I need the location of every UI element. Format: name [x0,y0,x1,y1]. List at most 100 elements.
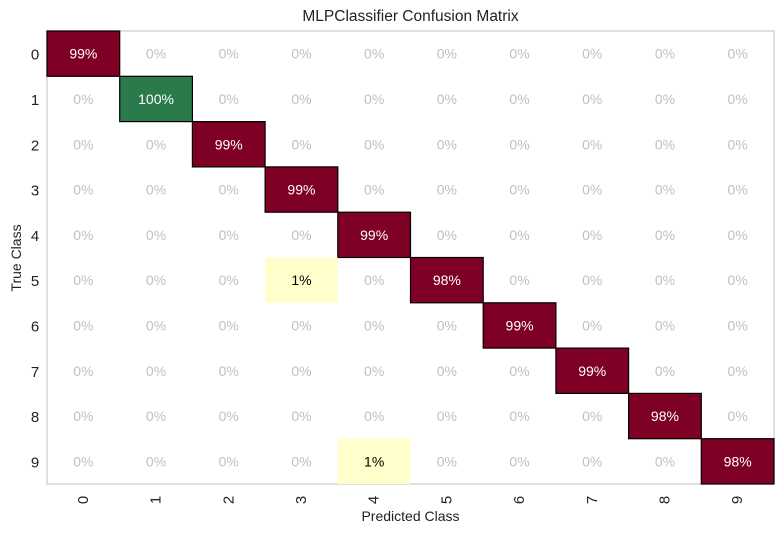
cell-value-label: 0% [146,136,166,152]
cell-value-label: 0% [291,91,311,107]
matrix-cell [555,347,630,395]
cell-value-label: 0% [73,227,93,243]
cell-value-label: 0% [364,46,384,62]
matrix-cell [482,302,557,349]
cell-value-label: 0% [509,136,529,152]
cell-value-label: 1% [291,272,311,288]
cell-value-label: 0% [219,227,239,243]
x-tick-label: 5 [438,496,455,504]
cell-value-label: 0% [655,136,675,152]
matrix-cell [337,438,411,484]
chart-title: MLPClassifier Confusion Matrix [302,8,519,25]
cell-value-label: 99% [69,46,97,62]
x-tick-label: 1 [148,496,165,504]
cell-value-label: 98% [433,272,461,288]
matrix-cell [265,257,338,303]
cell-value-label: 0% [437,182,457,198]
cell-value-label: 0% [73,363,93,379]
cell-value-label: 0% [291,227,311,243]
matrix-cell [627,392,702,440]
cell-value-label: 0% [655,182,675,198]
cell-value-label: 0% [291,363,311,379]
cell-value-label: 0% [728,363,748,379]
cell-value-label: 0% [728,46,748,62]
cell-value-label: 0% [219,363,239,379]
cell-value-label: 0% [728,136,748,152]
cell-value-label: 0% [582,227,602,243]
cell-value-label: 0% [146,46,166,62]
cell-value-label: 0% [655,363,675,379]
x-tick-label: 2 [220,496,237,504]
cell-value-label: 0% [437,363,457,379]
cell-value-label: 0% [509,227,529,243]
y-tick-label: 2 [31,137,39,154]
x-tick-label: 4 [366,496,383,504]
cell-value-label: 0% [437,408,457,424]
cell-value-label: 0% [582,408,602,424]
cell-value-label: 0% [655,91,675,107]
cell-value-label: 99% [578,363,606,379]
matrix-cell [700,438,775,485]
cell-value-label: 0% [437,453,457,469]
cell-value-label: 0% [73,317,93,333]
cell-value-label: 0% [364,91,384,107]
cell-value-label: 0% [219,46,239,62]
cell-value-label: 98% [651,408,679,424]
cell-value-label: 0% [146,182,166,198]
cell-value-label: 0% [219,317,239,333]
x-tick-label: 7 [584,496,601,504]
x-tick-label: 8 [656,496,673,504]
cell-value-label: 0% [146,317,166,333]
cell-value-label: 0% [73,182,93,198]
cell-value-label: 0% [291,46,311,62]
cell-value-label: 0% [437,46,457,62]
cell-value-label: 0% [655,317,675,333]
cell-value-label: 0% [728,227,748,243]
cell-value-label: 0% [73,408,93,424]
cell-value-label: 0% [364,272,384,288]
cell-value-label: 0% [437,227,457,243]
cell-value-label: 0% [728,272,748,288]
cell-value-label: 0% [437,317,457,333]
y-tick-label: 4 [31,228,39,245]
cell-value-label: 0% [219,91,239,107]
cell-value-label: 99% [215,136,243,152]
cell-value-label: 0% [582,136,602,152]
cell-value-label: 0% [291,317,311,333]
y-tick-label: 9 [31,454,39,471]
matrix-cell [119,75,193,123]
cell-value-label: 0% [73,453,93,469]
cell-value-label: 0% [437,91,457,107]
cell-value-label: 0% [655,227,675,243]
cell-value-label: 0% [582,182,602,198]
cell-value-label: 0% [146,363,166,379]
matrix-cell [409,256,484,304]
x-axis-label: Predicted Class [361,508,460,524]
cell-value-label: 0% [509,272,529,288]
cell-value-label: 0% [73,91,93,107]
cell-value-label: 0% [364,408,384,424]
x-tick-label: 3 [293,496,310,504]
cell-value-label: 0% [655,272,675,288]
cell-value-label: 99% [506,317,534,333]
cell-value-label: 1% [364,453,384,469]
x-tick-label: 9 [729,496,746,504]
cell-value-label: 0% [291,136,311,152]
cell-value-label: 0% [219,182,239,198]
cell-value-label: 0% [582,272,602,288]
cell-value-label: 99% [360,227,388,243]
cell-value-label: 99% [287,182,315,198]
cell-value-label: 0% [582,46,602,62]
cell-value-label: 0% [728,182,748,198]
matrix-cell [191,120,266,168]
cell-value-label: 0% [655,453,675,469]
y-tick-label: 1 [31,92,39,109]
cell-value-label: 100% [138,91,174,107]
cell-value-label: 0% [364,363,384,379]
cell-value-label: 0% [146,272,166,288]
cell-value-label: 0% [582,91,602,107]
x-tick-label: 6 [511,496,528,504]
cell-value-label: 0% [728,317,748,333]
cell-value-label: 0% [364,136,384,152]
cell-value-label: 0% [509,453,529,469]
